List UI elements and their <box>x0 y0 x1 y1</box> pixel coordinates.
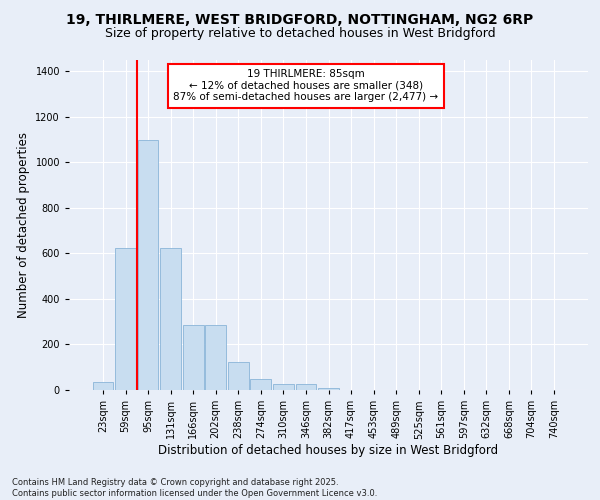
Text: 19 THIRLMERE: 85sqm
← 12% of detached houses are smaller (348)
87% of semi-detac: 19 THIRLMERE: 85sqm ← 12% of detached ho… <box>173 69 439 102</box>
Bar <box>137 140 158 390</box>
Bar <box>296 384 316 390</box>
Text: Size of property relative to detached houses in West Bridgford: Size of property relative to detached ho… <box>104 28 496 40</box>
Bar <box>183 325 203 390</box>
Bar <box>115 248 136 390</box>
Bar <box>318 388 339 390</box>
Y-axis label: Number of detached properties: Number of detached properties <box>17 132 30 318</box>
Bar <box>92 382 113 390</box>
Bar <box>205 325 226 390</box>
Bar <box>273 384 294 390</box>
Text: Contains HM Land Registry data © Crown copyright and database right 2025.
Contai: Contains HM Land Registry data © Crown c… <box>12 478 377 498</box>
Text: 19, THIRLMERE, WEST BRIDGFORD, NOTTINGHAM, NG2 6RP: 19, THIRLMERE, WEST BRIDGFORD, NOTTINGHA… <box>67 12 533 26</box>
Bar <box>160 248 181 390</box>
Bar <box>228 362 248 390</box>
X-axis label: Distribution of detached houses by size in West Bridgford: Distribution of detached houses by size … <box>158 444 499 457</box>
Bar <box>250 378 271 390</box>
